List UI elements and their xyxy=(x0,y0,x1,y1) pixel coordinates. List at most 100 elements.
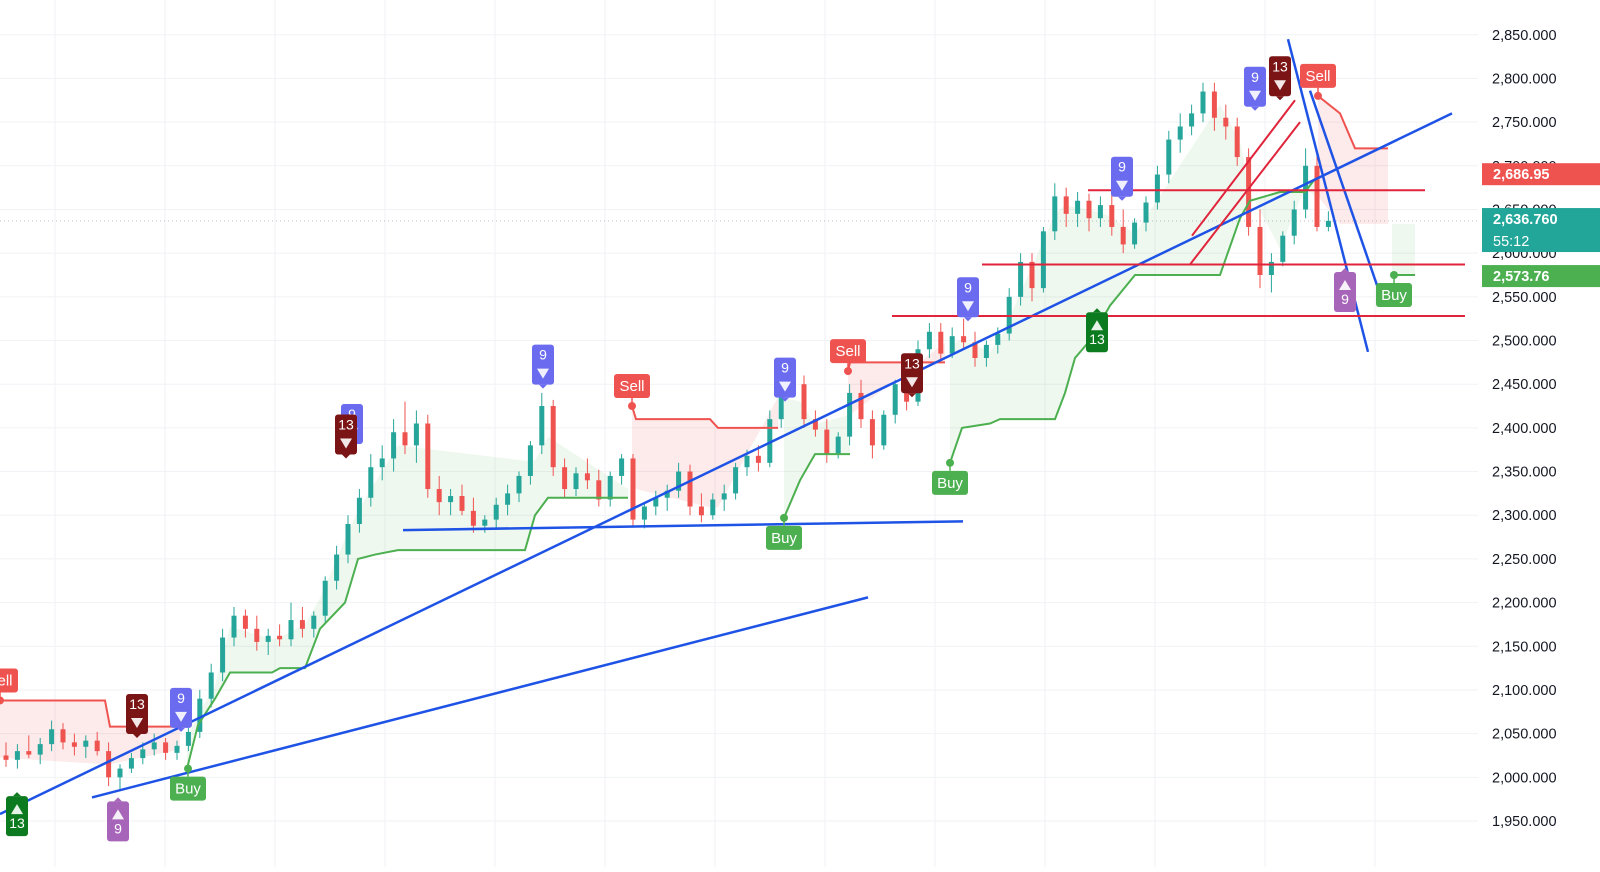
candle-up xyxy=(1325,220,1331,227)
price-tick-label: 2,450.000 xyxy=(1492,377,1557,393)
candle-up xyxy=(983,344,989,358)
candle-up xyxy=(288,620,294,640)
candle-up xyxy=(482,519,488,526)
triangle-down-icon xyxy=(537,368,549,379)
price-label-value: 2,686.95 xyxy=(1493,167,1549,183)
label-box xyxy=(107,801,129,842)
signal-text: Buy xyxy=(175,781,201,798)
label-pointer xyxy=(1276,96,1284,101)
candle-down xyxy=(972,342,978,358)
label-number: 9 xyxy=(1118,159,1126,175)
signal-box xyxy=(830,339,866,364)
signal-box xyxy=(932,470,968,495)
signal-text: Sell xyxy=(0,672,13,689)
candle-up xyxy=(1166,139,1172,175)
candle-down xyxy=(1314,165,1320,227)
triangle-down-icon xyxy=(340,438,352,449)
signal-text: Sell xyxy=(1305,68,1330,85)
price-label-box xyxy=(1482,163,1600,186)
sequential-buy9-label: 9 xyxy=(1334,268,1356,313)
label-box xyxy=(774,357,796,398)
candle-up xyxy=(676,471,682,491)
trendline[interactable] xyxy=(402,520,964,532)
label-box xyxy=(126,694,148,735)
label-number: 9 xyxy=(1341,291,1349,307)
signal-text: Buy xyxy=(771,530,797,547)
candle-up xyxy=(391,432,397,459)
sequential-sell9-label: 9 xyxy=(1244,66,1266,111)
label-number: 9 xyxy=(177,690,185,706)
candle-down xyxy=(26,751,32,755)
candle-up xyxy=(607,475,613,500)
candle-down xyxy=(60,729,66,743)
trendline[interactable] xyxy=(0,112,1453,816)
label-pointer xyxy=(133,734,141,739)
label-pointer xyxy=(1341,268,1349,273)
supertrend-down-line xyxy=(1317,95,1388,150)
buy-signal: Buy xyxy=(170,764,206,801)
candle-down xyxy=(1211,91,1217,118)
candle-up xyxy=(345,523,351,555)
candle-up xyxy=(208,672,214,699)
trendline[interactable] xyxy=(91,596,869,799)
level-line[interactable] xyxy=(1189,121,1301,266)
label-number: 9 xyxy=(781,360,789,376)
sequential-buy13-label: 13 xyxy=(6,792,28,837)
candle-up xyxy=(1143,202,1149,223)
label-box xyxy=(901,353,923,394)
candle-up xyxy=(14,751,20,760)
price-label-green: 2,573.76 xyxy=(1482,265,1600,288)
level-line[interactable] xyxy=(1191,99,1296,237)
price-tick-label: 2,250.000 xyxy=(1492,552,1557,568)
label-number: 13 xyxy=(1089,331,1105,347)
label-number: 13 xyxy=(338,416,354,432)
candle-up xyxy=(573,473,579,490)
label-number: 9 xyxy=(539,347,547,363)
triangle-up-icon xyxy=(1091,320,1103,331)
sequential-sell9-label: 9 xyxy=(1111,156,1133,201)
price-tick-label: 2,300.000 xyxy=(1492,508,1557,524)
label-number: 9 xyxy=(964,279,972,295)
price-tick-label: 2,100.000 xyxy=(1492,683,1557,699)
candle-up xyxy=(926,331,932,350)
candle-up xyxy=(881,414,887,446)
candle-up xyxy=(1097,205,1103,219)
label-pointer xyxy=(1093,308,1101,313)
sequential-sell13-label: 13 xyxy=(126,694,148,739)
candle-down xyxy=(562,467,568,490)
sequential-sell13-label: 13 xyxy=(1269,56,1291,101)
candle-down xyxy=(687,471,693,507)
candle-down xyxy=(596,480,602,500)
signal-box xyxy=(614,374,650,399)
sell-signal: Sell xyxy=(0,668,18,705)
candle-up xyxy=(49,729,55,745)
candle-up xyxy=(379,458,385,468)
candle-up xyxy=(197,698,203,732)
price-axis[interactable]: 1,950.000 2,000.000 2,050.000 2,100.000 2,15… xyxy=(1478,0,1600,867)
candle-down xyxy=(94,740,100,752)
label-pointer xyxy=(539,384,547,389)
supertrend-up-fill xyxy=(1392,223,1415,275)
candle-up xyxy=(151,742,157,750)
drawn-lines[interactable] xyxy=(0,38,1465,816)
signal-text: Buy xyxy=(937,475,963,492)
candle-down xyxy=(277,635,283,640)
candle-down xyxy=(630,458,636,520)
supertrend-down-fill xyxy=(0,700,180,765)
label-number: 13 xyxy=(904,355,920,371)
candle-up xyxy=(117,768,123,778)
candle-up xyxy=(1303,165,1309,210)
triangle-up-icon xyxy=(112,809,124,820)
supertrend-up-fill xyxy=(187,436,628,769)
candle-up xyxy=(140,749,146,759)
candle-up xyxy=(448,496,454,503)
candle-down xyxy=(163,742,169,753)
candle-up xyxy=(505,493,511,505)
candle-up xyxy=(733,467,739,494)
candle-down xyxy=(299,620,305,629)
buy-signal: Buy xyxy=(1376,271,1412,307)
candles xyxy=(3,82,1331,791)
